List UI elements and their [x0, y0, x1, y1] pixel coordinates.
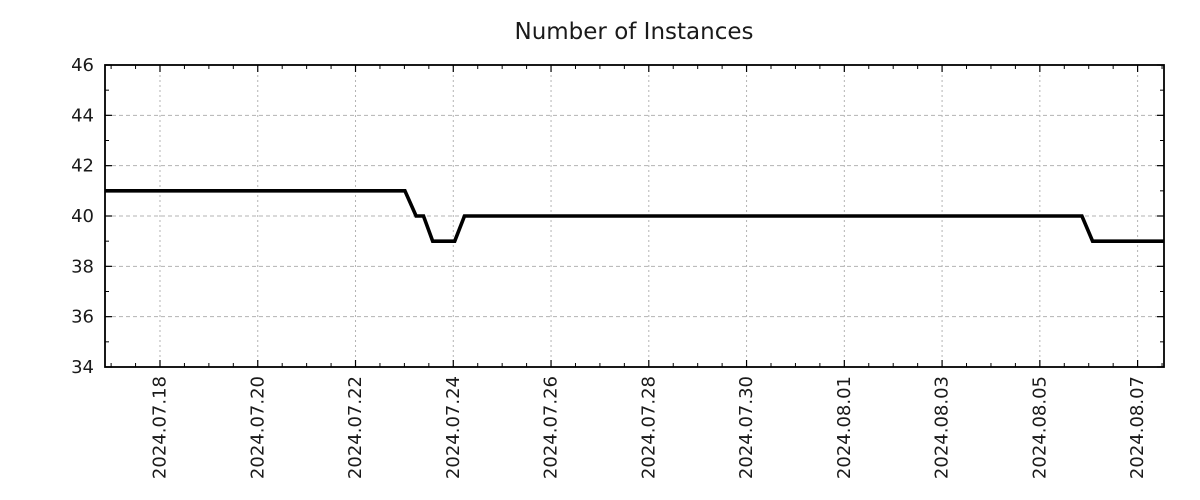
series-layer: [105, 189, 1164, 243]
x-tick-label: 2024.07.30: [736, 376, 757, 479]
x-tick-label: 2024.08.07: [1127, 376, 1148, 479]
y-tick-label: 38: [71, 256, 94, 277]
y-tick-label: 36: [71, 307, 94, 328]
x-tick-label: 2024.07.18: [149, 376, 170, 479]
y-tick-label: 44: [71, 105, 94, 126]
x-tick-label: 2024.07.28: [638, 376, 659, 479]
y-tick-label: 42: [71, 156, 94, 177]
chart-title: Number of Instances: [515, 19, 754, 45]
axis-layer: [104, 64, 1165, 368]
x-tick-label: 2024.08.01: [834, 376, 855, 479]
label-layer: 2024.07.18 2024.07.20 2024.07.22 2024.07.24…: [71, 55, 1148, 479]
x-tick-label: 2024.08.05: [1029, 376, 1050, 479]
x-tick-label: 2024.07.24: [443, 376, 464, 479]
x-tick-label: 2024.07.22: [345, 376, 366, 479]
y-tick-label: 40: [71, 206, 94, 227]
y-tick-label: 46: [71, 55, 94, 76]
y-tick-label: 34: [71, 357, 94, 378]
x-tick-label: 2024.08.03: [932, 376, 953, 479]
x-tick-label: 2024.07.20: [247, 376, 268, 479]
series-line-instances: [105, 189, 1164, 243]
plot-frame: [104, 64, 1165, 368]
x-tick-label: 2024.07.26: [541, 376, 562, 479]
